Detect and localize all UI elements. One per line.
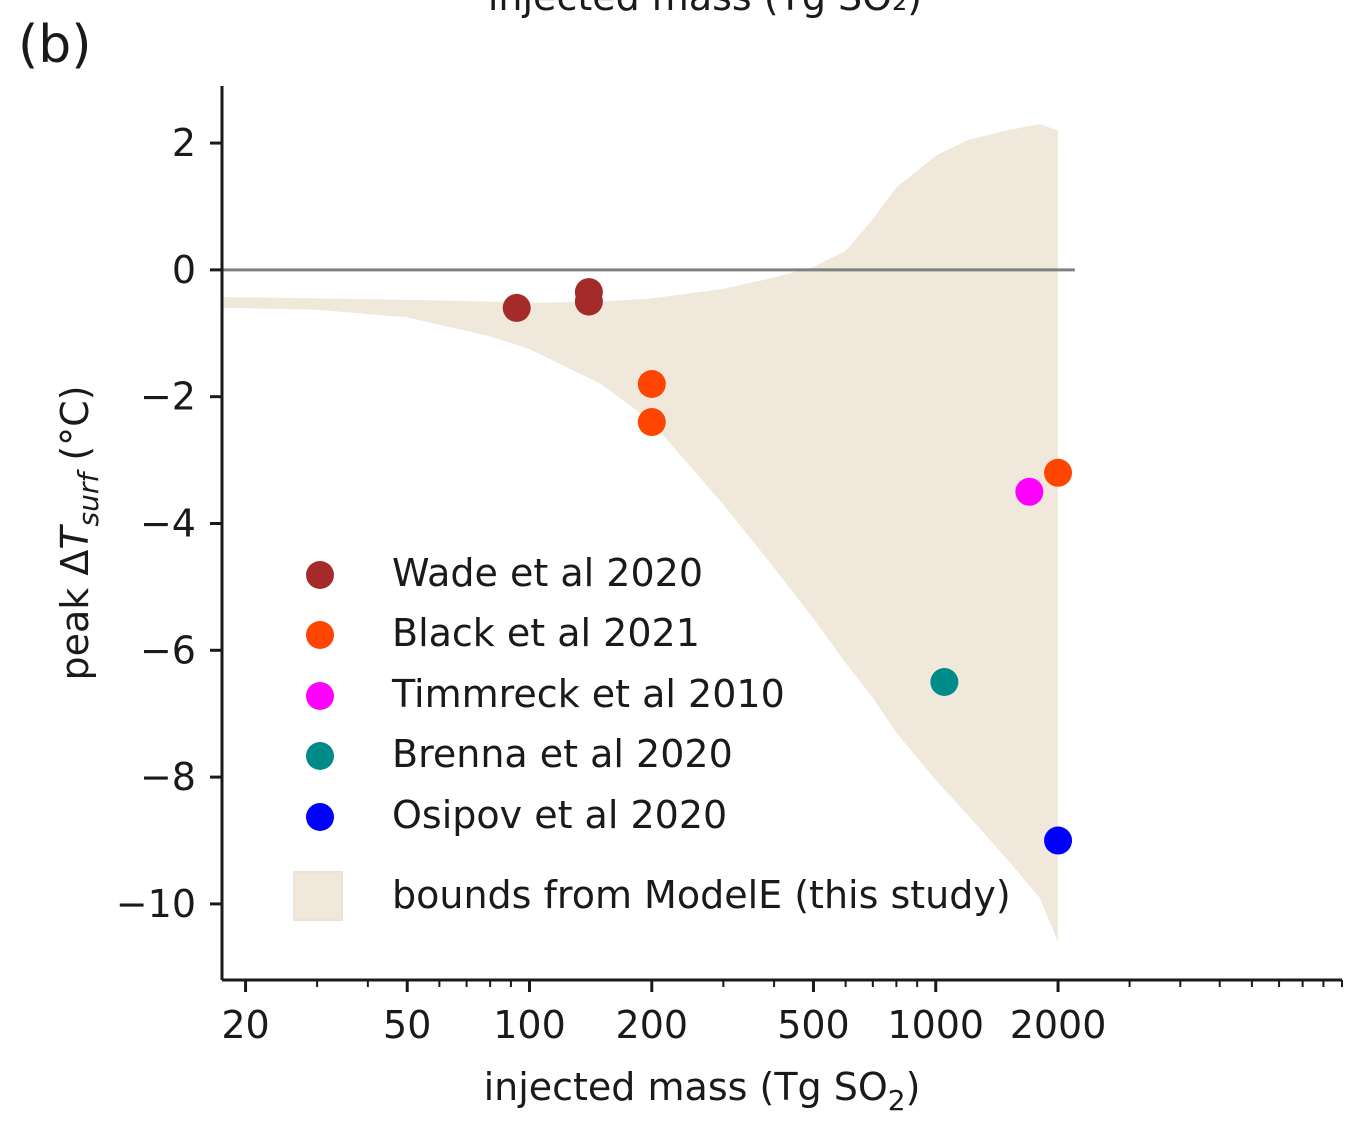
x-tick-label-1000: 1000 [887, 1003, 984, 1047]
top-cut-label: injected mass (Tg SO₂) [488, 0, 922, 19]
legend-label-black-et-al-2021: Black et al 2021 [392, 611, 700, 655]
y-tick-label-6: −10 [116, 882, 196, 926]
point-osipov-et-al-2020-0 [1044, 826, 1073, 855]
legend-label-osipov-et-al-2020: Osipov et al 2020 [392, 793, 727, 837]
y-tick-label-2: −2 [140, 375, 196, 419]
x-tick-label-20: 20 [221, 1003, 269, 1047]
x-tick-label-500: 500 [777, 1003, 850, 1047]
point-black-et-al-2021-0 [637, 370, 666, 398]
point-black-et-al-2021-2 [1044, 458, 1073, 487]
x-axis-label: injected mass (Tg SO2) [484, 1065, 921, 1117]
x-tick-label-100: 100 [493, 1003, 566, 1047]
legend-marker-timmreck-et-al-2010 [306, 682, 334, 710]
y-tick-label-0: 2 [172, 121, 196, 165]
y-tick-label-1: 0 [172, 248, 196, 292]
y-tick-label-3: −4 [140, 501, 196, 545]
point-wade-et-al-2020-2 [574, 287, 603, 316]
point-timmreck-et-al-2010-0 [1015, 477, 1044, 506]
x-ticks: 20 50 100 200 500 1000 2000 [221, 980, 1343, 1047]
legend-marker-osipov-et-al-2020 [306, 803, 334, 831]
legend-marker-brenna-et-al-2020 [306, 742, 334, 770]
y-ticks: 2 0 −2 −4 −6 −8 −10 [116, 121, 222, 926]
y-tick-label-5: −8 [140, 755, 196, 799]
panel-label: (b) [18, 15, 92, 75]
legend-label-timmreck-et-al-2010: Timmreck et al 2010 [391, 672, 785, 716]
point-wade-et-al-2020-0 [502, 293, 531, 322]
legend-marker-wade-et-al-2020 [306, 561, 334, 589]
legend-label-band: bounds from ModelE (this study) [392, 873, 1011, 917]
x-tick-label-200: 200 [616, 1003, 689, 1047]
x-tick-label-2000: 2000 [1010, 1003, 1107, 1047]
legend-label-wade-et-al-2020: Wade et al 2020 [392, 551, 703, 595]
point-brenna-et-al-2020-0 [930, 668, 959, 696]
point-black-et-al-2021-1 [637, 408, 666, 437]
x-tick-label-50: 50 [383, 1003, 431, 1047]
legend-label-brenna-et-al-2020: Brenna et al 2020 [392, 732, 733, 776]
legend: Wade et al 2020 Black et al 2021 Timmreck … [293, 551, 1011, 921]
y-tick-label-4: −6 [140, 628, 196, 672]
model-bounds-band [222, 124, 1058, 942]
legend-marker-black-et-al-2021 [306, 621, 334, 649]
y-axis-label: peak ΔTsurf (°C) [53, 385, 105, 680]
legend-marker-band [293, 871, 343, 921]
data-points [502, 278, 1073, 855]
